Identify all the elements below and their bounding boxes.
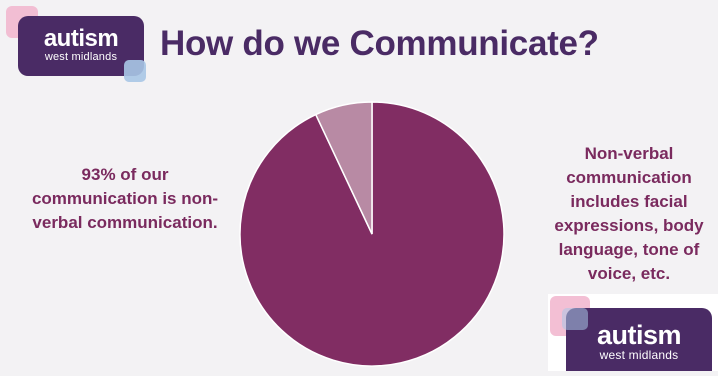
logo-badge: autism west midlands [18,16,144,76]
logo-subtitle: west midlands [599,348,679,362]
logo-badge: autism west midlands [566,308,712,371]
pie-slice-1 [314,101,373,235]
logo-word: autism [43,25,119,52]
logo-top: autism west midlands [6,6,148,84]
left-statement: 93% of our communication is non-verbal c… [31,165,219,232]
slide-title: How do we Communicate? [160,24,599,63]
pie-chart [239,101,505,367]
logo-word: autism [596,320,682,350]
logo-blue-square [562,308,588,330]
logo-bottom: autism west midlands [548,296,718,371]
right-statement: Non-verbal communication includes facial… [554,144,704,283]
logo-subtitle: west midlands [44,51,118,63]
logo-blue-square [124,60,146,82]
